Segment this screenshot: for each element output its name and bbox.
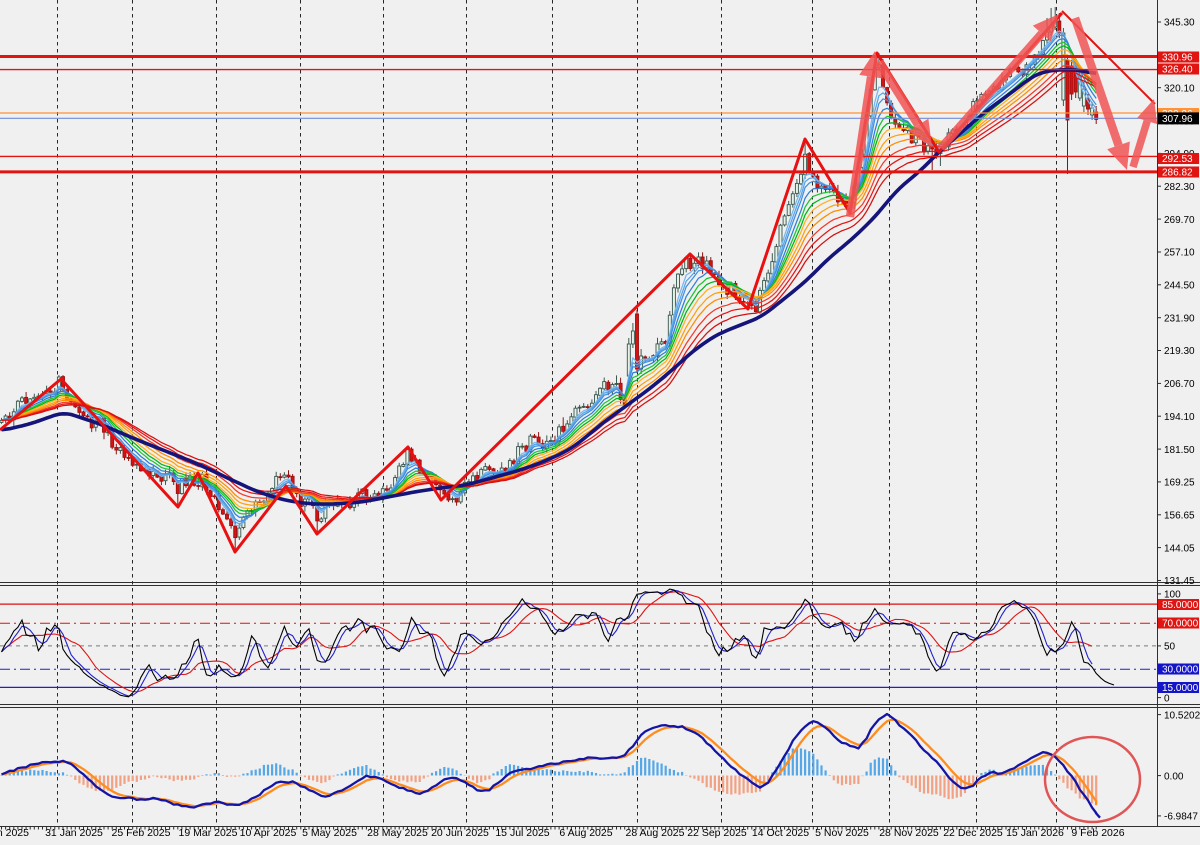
svg-text:307.96: 307.96 [1162, 114, 1193, 125]
svg-text:10 Apr 2025: 10 Apr 2025 [240, 827, 297, 839]
svg-text:15.0000: 15.0000 [1162, 683, 1199, 694]
svg-text:206.70: 206.70 [1164, 379, 1195, 390]
svg-text:244.50: 244.50 [1164, 281, 1195, 292]
svg-text:144.05: 144.05 [1164, 543, 1195, 554]
svg-text:345.30: 345.30 [1164, 18, 1195, 29]
svg-text:257.10: 257.10 [1164, 248, 1195, 259]
svg-text:286.82: 286.82 [1162, 168, 1193, 179]
svg-text:28 Aug 2025: 28 Aug 2025 [626, 827, 685, 839]
svg-text:194.10: 194.10 [1164, 412, 1195, 423]
svg-text:131.45: 131.45 [1164, 576, 1195, 587]
svg-text:-6.9847: -6.9847 [1164, 812, 1198, 823]
svg-text:50: 50 [1164, 642, 1176, 653]
svg-text:320.10: 320.10 [1164, 83, 1195, 94]
svg-text:5 May 2025: 5 May 2025 [302, 827, 357, 839]
svg-text:326.40: 326.40 [1162, 65, 1193, 76]
svg-text:25 Feb 2025: 25 Feb 2025 [112, 827, 171, 839]
svg-text:10.5202: 10.5202 [1164, 710, 1200, 721]
svg-text:269.70: 269.70 [1164, 215, 1195, 226]
svg-text:19 Mar 2025: 19 Mar 2025 [179, 827, 238, 839]
svg-text:6 Aug 2025: 6 Aug 2025 [559, 827, 612, 839]
svg-text:0: 0 [1164, 693, 1170, 704]
svg-text:22 Sep 2025: 22 Sep 2025 [687, 827, 747, 839]
svg-text:20 Jun 2025: 20 Jun 2025 [431, 827, 489, 839]
svg-text:292.53: 292.53 [1162, 154, 1193, 165]
svg-text:15 Jan 2026: 15 Jan 2026 [1006, 827, 1064, 839]
svg-text:219.30: 219.30 [1164, 346, 1195, 357]
svg-text:0.00: 0.00 [1164, 771, 1184, 782]
svg-text:70.0000: 70.0000 [1162, 619, 1199, 630]
svg-text:31 Jan 2025: 31 Jan 2025 [45, 827, 103, 839]
svg-text:8 Jan 2025: 8 Jan 2025 [0, 827, 29, 839]
svg-text:15 Jul 2025: 15 Jul 2025 [495, 827, 549, 839]
svg-text:181.50: 181.50 [1164, 445, 1195, 456]
svg-text:9 Feb 2026: 9 Feb 2026 [1071, 827, 1124, 839]
svg-text:28 May 2025: 28 May 2025 [367, 827, 428, 839]
svg-text:169.25: 169.25 [1164, 478, 1195, 489]
svg-text:28 Nov 2025: 28 Nov 2025 [879, 827, 939, 839]
svg-text:30.0000: 30.0000 [1162, 665, 1199, 676]
svg-text:231.90: 231.90 [1164, 313, 1195, 324]
svg-text:22 Dec 2025: 22 Dec 2025 [943, 827, 1003, 839]
svg-text:100: 100 [1164, 590, 1181, 601]
svg-text:156.65: 156.65 [1164, 511, 1195, 522]
svg-text:85.0000: 85.0000 [1162, 600, 1199, 611]
svg-text:5 Nov 2025: 5 Nov 2025 [815, 827, 869, 839]
svg-text:330.96: 330.96 [1162, 53, 1193, 64]
svg-text:282.30: 282.30 [1164, 182, 1195, 193]
svg-text:14 Oct 2025: 14 Oct 2025 [752, 827, 809, 839]
